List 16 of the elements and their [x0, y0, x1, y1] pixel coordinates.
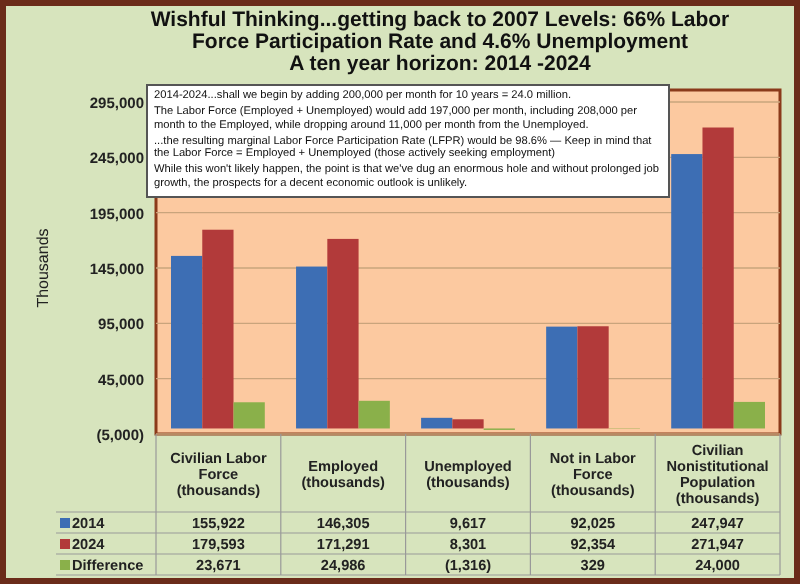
chart-title: Wishful Thinking...getting back to 2007 Levels: 66% Labor Force Participation Rate and 4.6% Unemployment: [150, 8, 730, 54]
bar: [452, 419, 484, 429]
bar: [546, 326, 578, 429]
bar: [421, 417, 453, 429]
y-axis-title: Thousands: [34, 228, 52, 308]
bar: [671, 154, 703, 429]
chart-subtitle: A ten year horizon: 2014 -2024: [289, 52, 592, 76]
bar: [702, 127, 734, 429]
bar: [296, 266, 328, 429]
bar: [171, 255, 203, 429]
bar: [577, 326, 609, 429]
bar: [358, 400, 390, 429]
bar: [733, 401, 765, 429]
bar: [233, 402, 265, 429]
bar: [327, 238, 359, 429]
bar: [202, 229, 234, 429]
